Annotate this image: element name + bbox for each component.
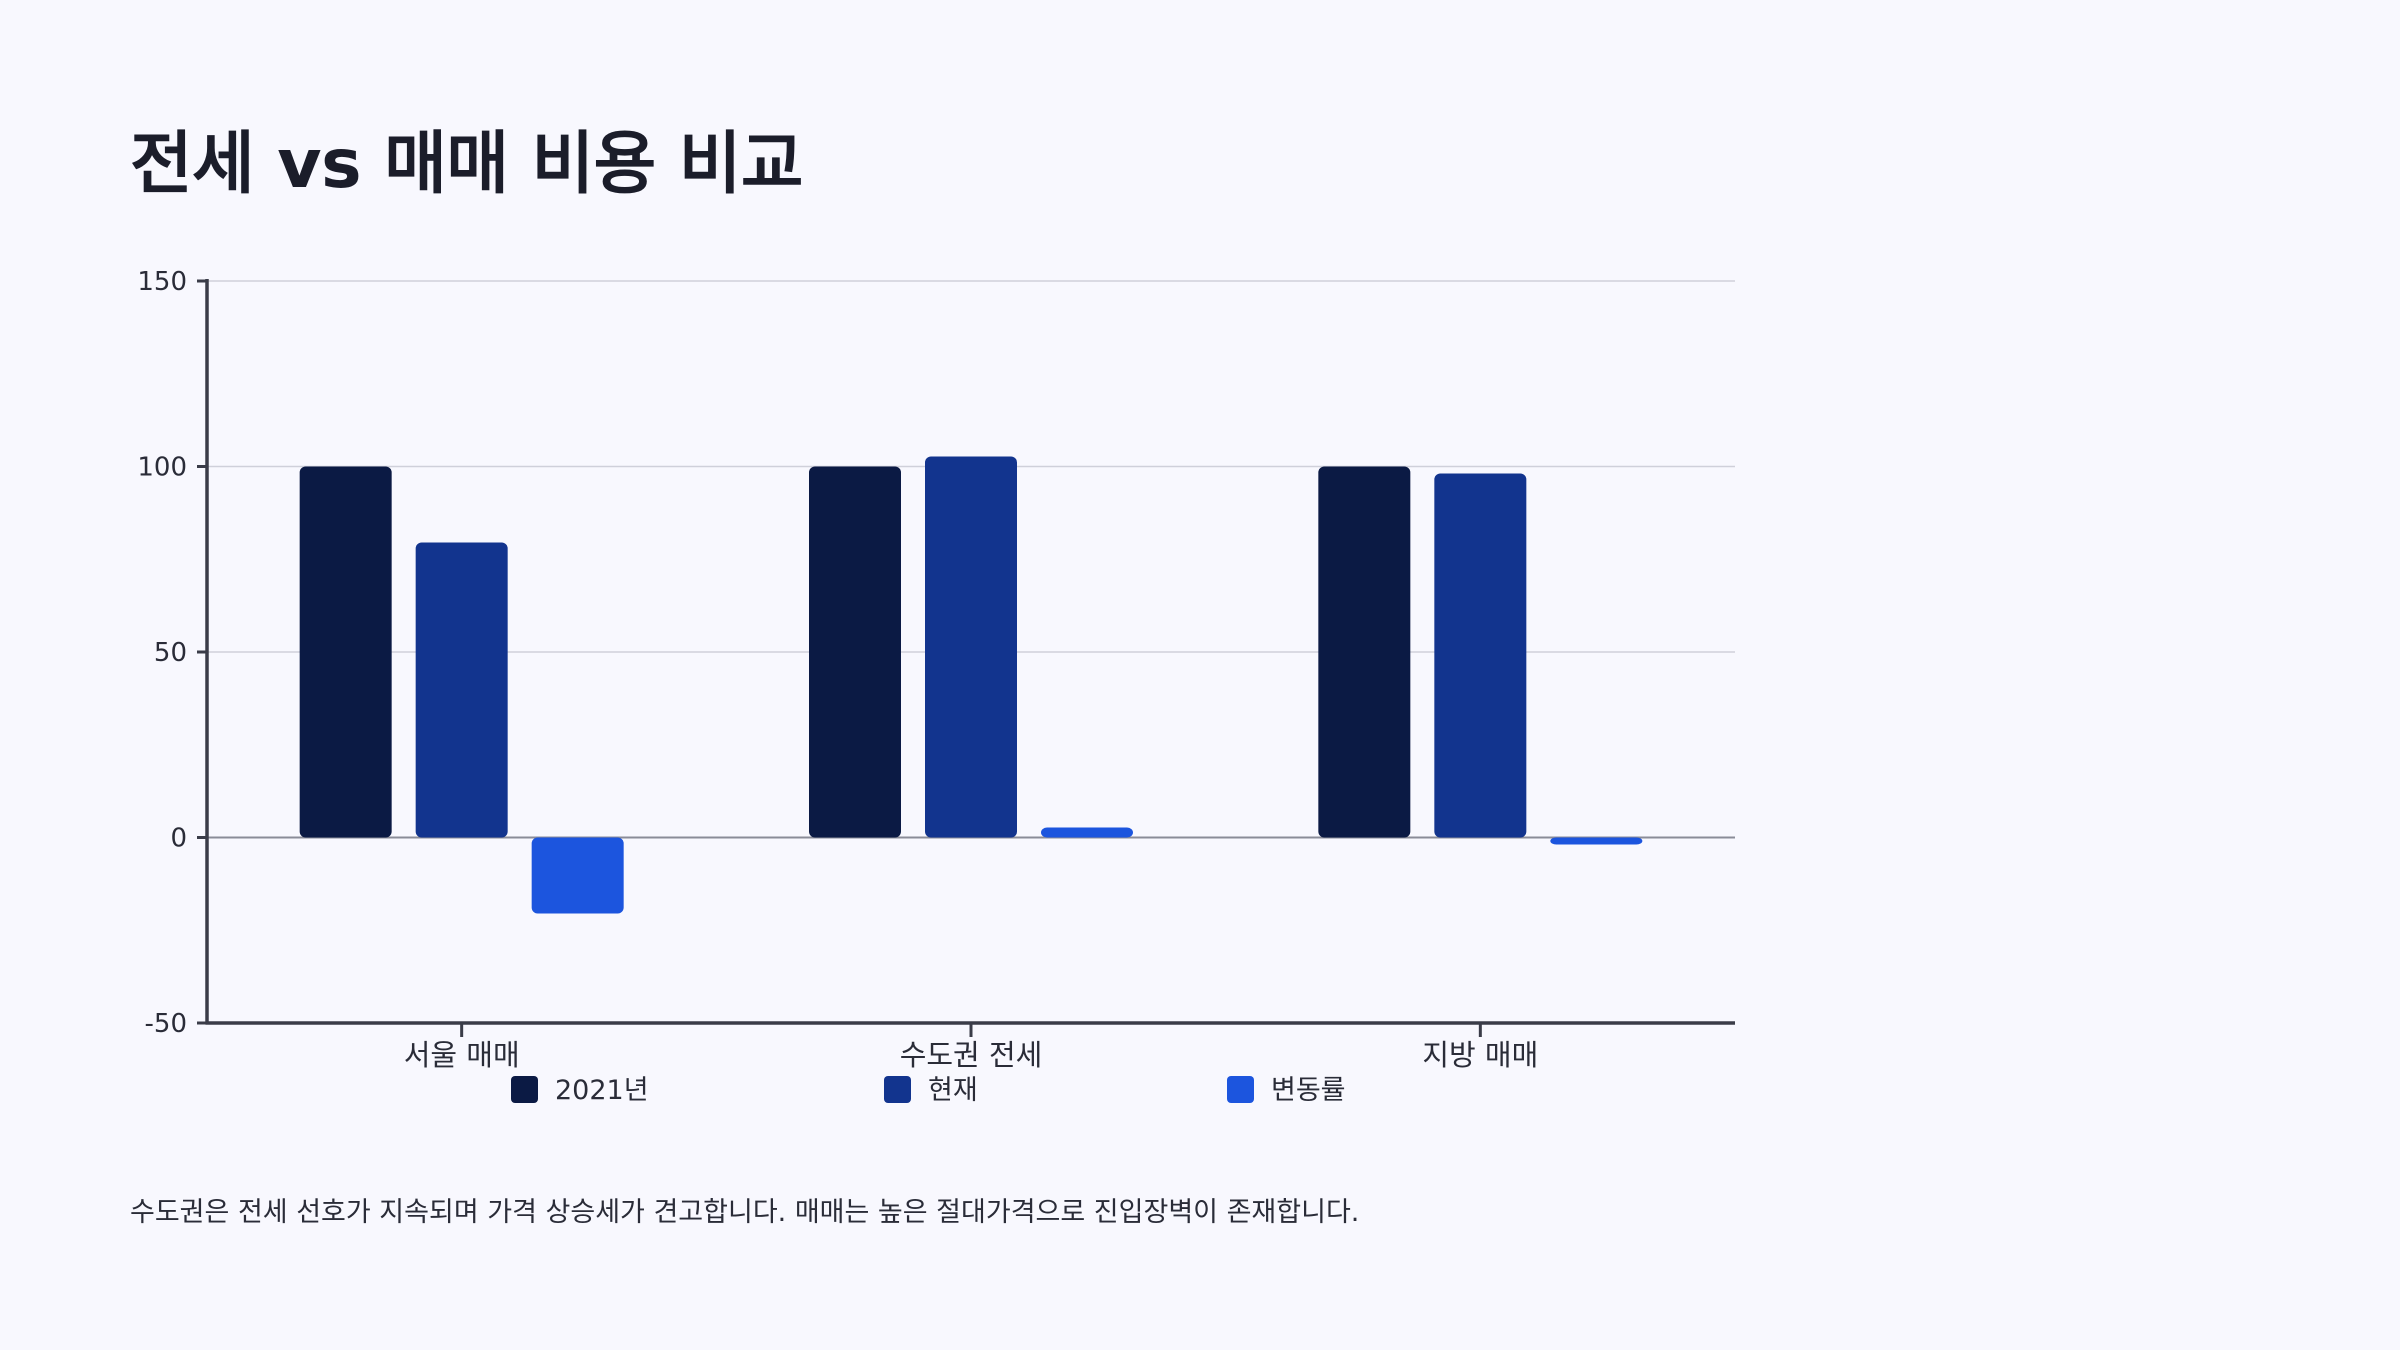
y-tick-label: -50 bbox=[145, 1009, 187, 1039]
page-title: 전세 vs 매매 비용 비교 bbox=[130, 125, 803, 204]
bar bbox=[1434, 473, 1527, 838]
x-tick-label: 지방 매매 bbox=[1422, 1038, 1538, 1072]
y-tick-label: 150 bbox=[137, 267, 187, 297]
legend-swatch bbox=[1227, 1076, 1254, 1103]
y-tick-label: 50 bbox=[154, 638, 187, 668]
x-tick-label: 수도권 전세 bbox=[900, 1038, 1043, 1072]
legend-swatch bbox=[511, 1076, 538, 1103]
bar bbox=[809, 466, 901, 838]
bar bbox=[531, 837, 624, 914]
bar bbox=[299, 466, 392, 838]
x-tick-label: 서울 매매 bbox=[404, 1038, 520, 1072]
bar-chart: -50 0 50 100 150 서울 매매 수도권 전세 지방 매매 2021년 현재 변동률 bbox=[137, 267, 1735, 1106]
bar bbox=[925, 456, 1017, 838]
chart-note: 수도권은 전세 선호가 지속되며 가격 상승세가 견고합니다. 매매는 높은 절… bbox=[130, 1197, 1360, 1228]
bar bbox=[1318, 466, 1411, 838]
x-axis-ticks: 서울 매매 수도권 전세 지방 매매 bbox=[404, 1023, 1538, 1072]
bar bbox=[415, 542, 508, 838]
legend-swatch bbox=[884, 1076, 911, 1103]
legend-label: 변동률 bbox=[1271, 1075, 1346, 1106]
y-axis-ticks: -50 0 50 100 150 bbox=[137, 267, 207, 1039]
legend-label: 2021년 bbox=[555, 1075, 649, 1106]
y-tick-label: 0 bbox=[170, 824, 187, 854]
legend: 2021년 현재 변동률 bbox=[511, 1075, 1346, 1106]
legend-label: 현재 bbox=[928, 1075, 978, 1106]
y-tick-label: 100 bbox=[137, 453, 187, 483]
bar bbox=[1550, 837, 1643, 845]
bar bbox=[1041, 827, 1133, 838]
bars bbox=[299, 456, 1643, 914]
